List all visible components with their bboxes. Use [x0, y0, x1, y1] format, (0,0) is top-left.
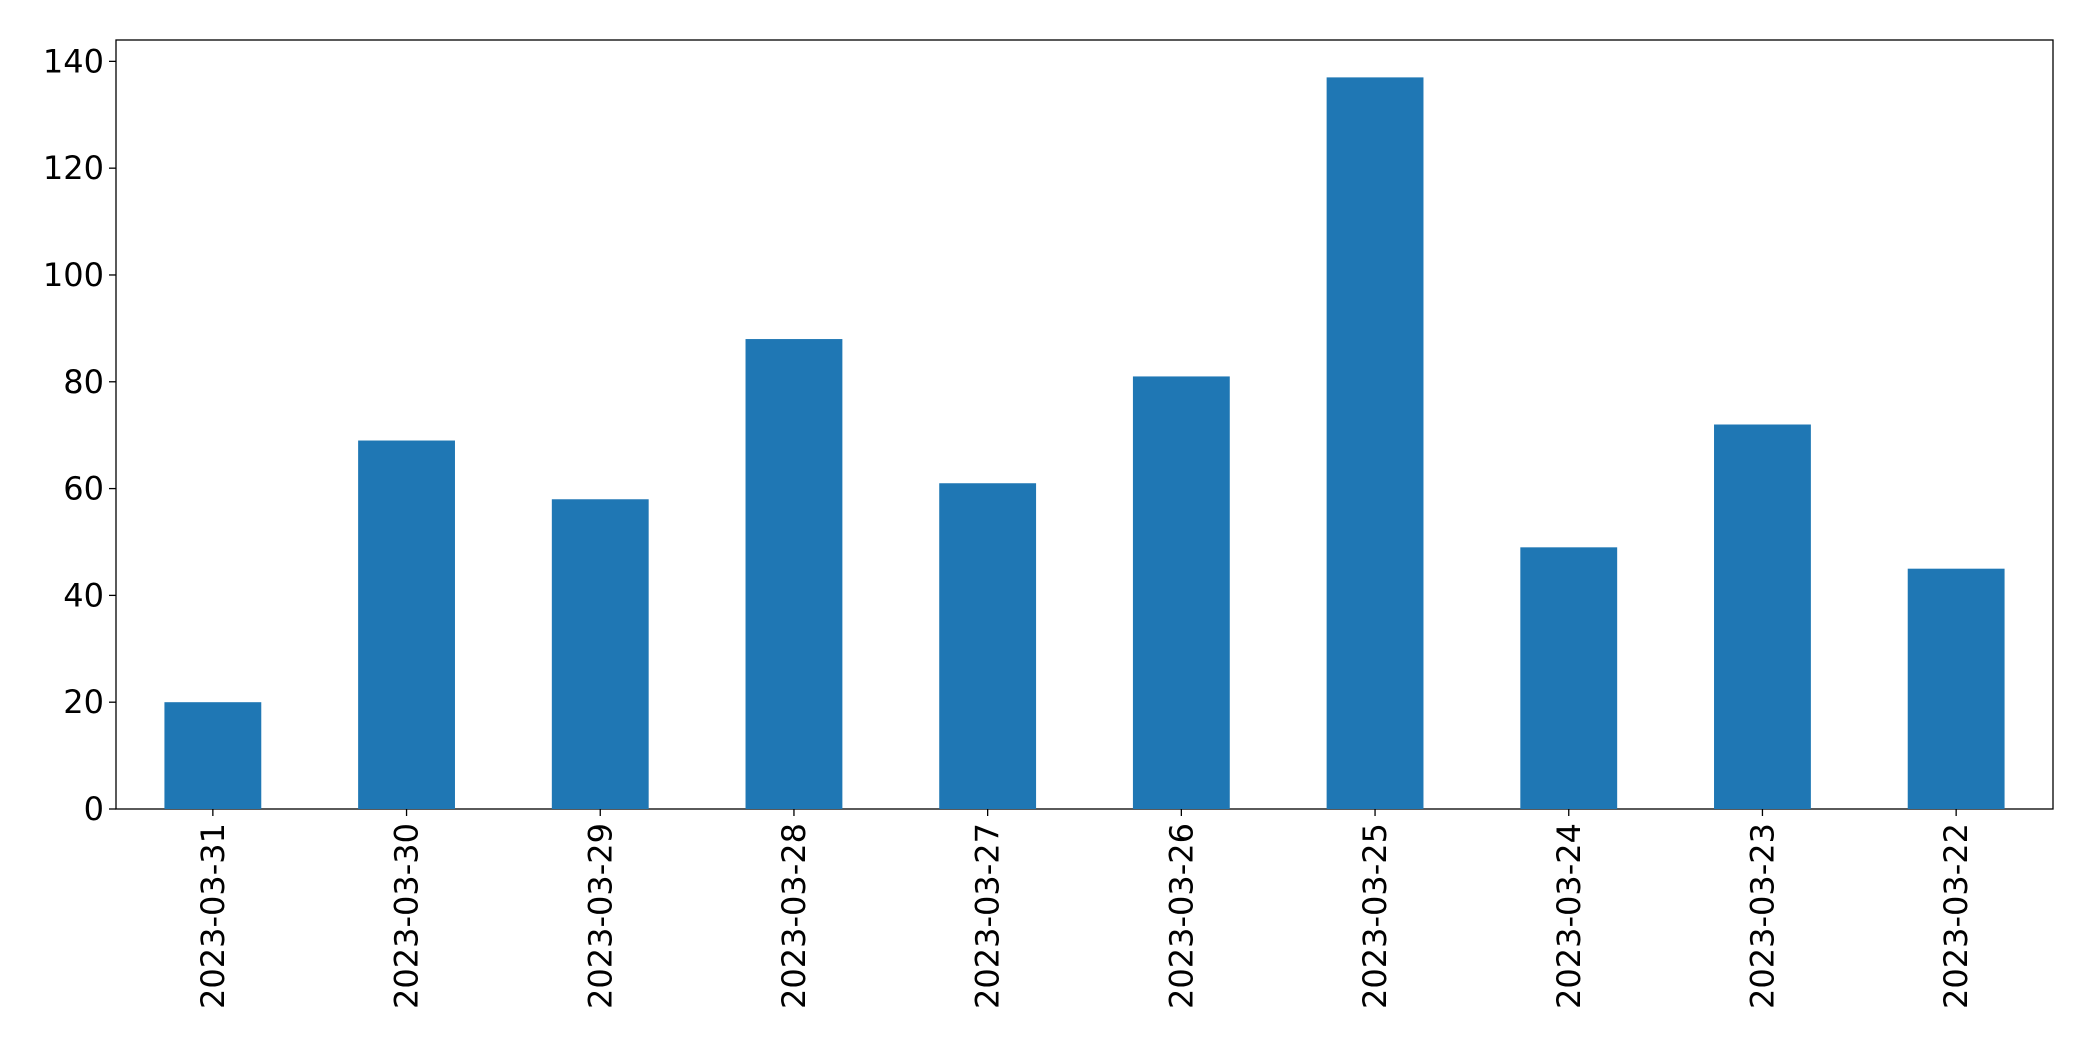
y-tick-label: 120	[43, 149, 104, 187]
x-tick-label: 2023-03-25	[1356, 823, 1394, 1009]
x-tick-label: 2023-03-30	[388, 823, 426, 1009]
bar	[1132, 376, 1230, 809]
y-tick-label: 20	[63, 683, 104, 721]
y-tick-label: 140	[43, 42, 104, 80]
x-tick-label: 2023-03-26	[1162, 823, 1200, 1009]
x-tick-label: 2023-03-24	[1550, 823, 1588, 1009]
x-tick-label: 2023-03-28	[775, 823, 813, 1009]
y-tick-label: 40	[63, 576, 104, 614]
bar	[164, 702, 262, 809]
x-tick-label: 2023-03-22	[1937, 823, 1975, 1009]
bar	[1907, 568, 2005, 809]
y-tick-label: 60	[63, 470, 104, 508]
bar	[939, 483, 1037, 809]
y-tick-label: 0	[84, 790, 104, 828]
plot-frame	[115, 39, 2054, 810]
bar	[745, 339, 843, 809]
x-tick-label: 2023-03-27	[969, 823, 1007, 1009]
bar	[551, 499, 649, 809]
x-tick-label: 2023-03-29	[581, 823, 619, 1009]
bar	[1714, 424, 1811, 809]
bar	[358, 440, 455, 809]
x-tick-label: 2023-03-31	[194, 823, 232, 1009]
y-tick-label: 80	[63, 363, 104, 401]
bar	[1520, 547, 1618, 809]
y-tick-label: 100	[43, 256, 104, 294]
bar	[1326, 77, 1424, 809]
x-tick-label: 2023-03-23	[1743, 823, 1781, 1009]
